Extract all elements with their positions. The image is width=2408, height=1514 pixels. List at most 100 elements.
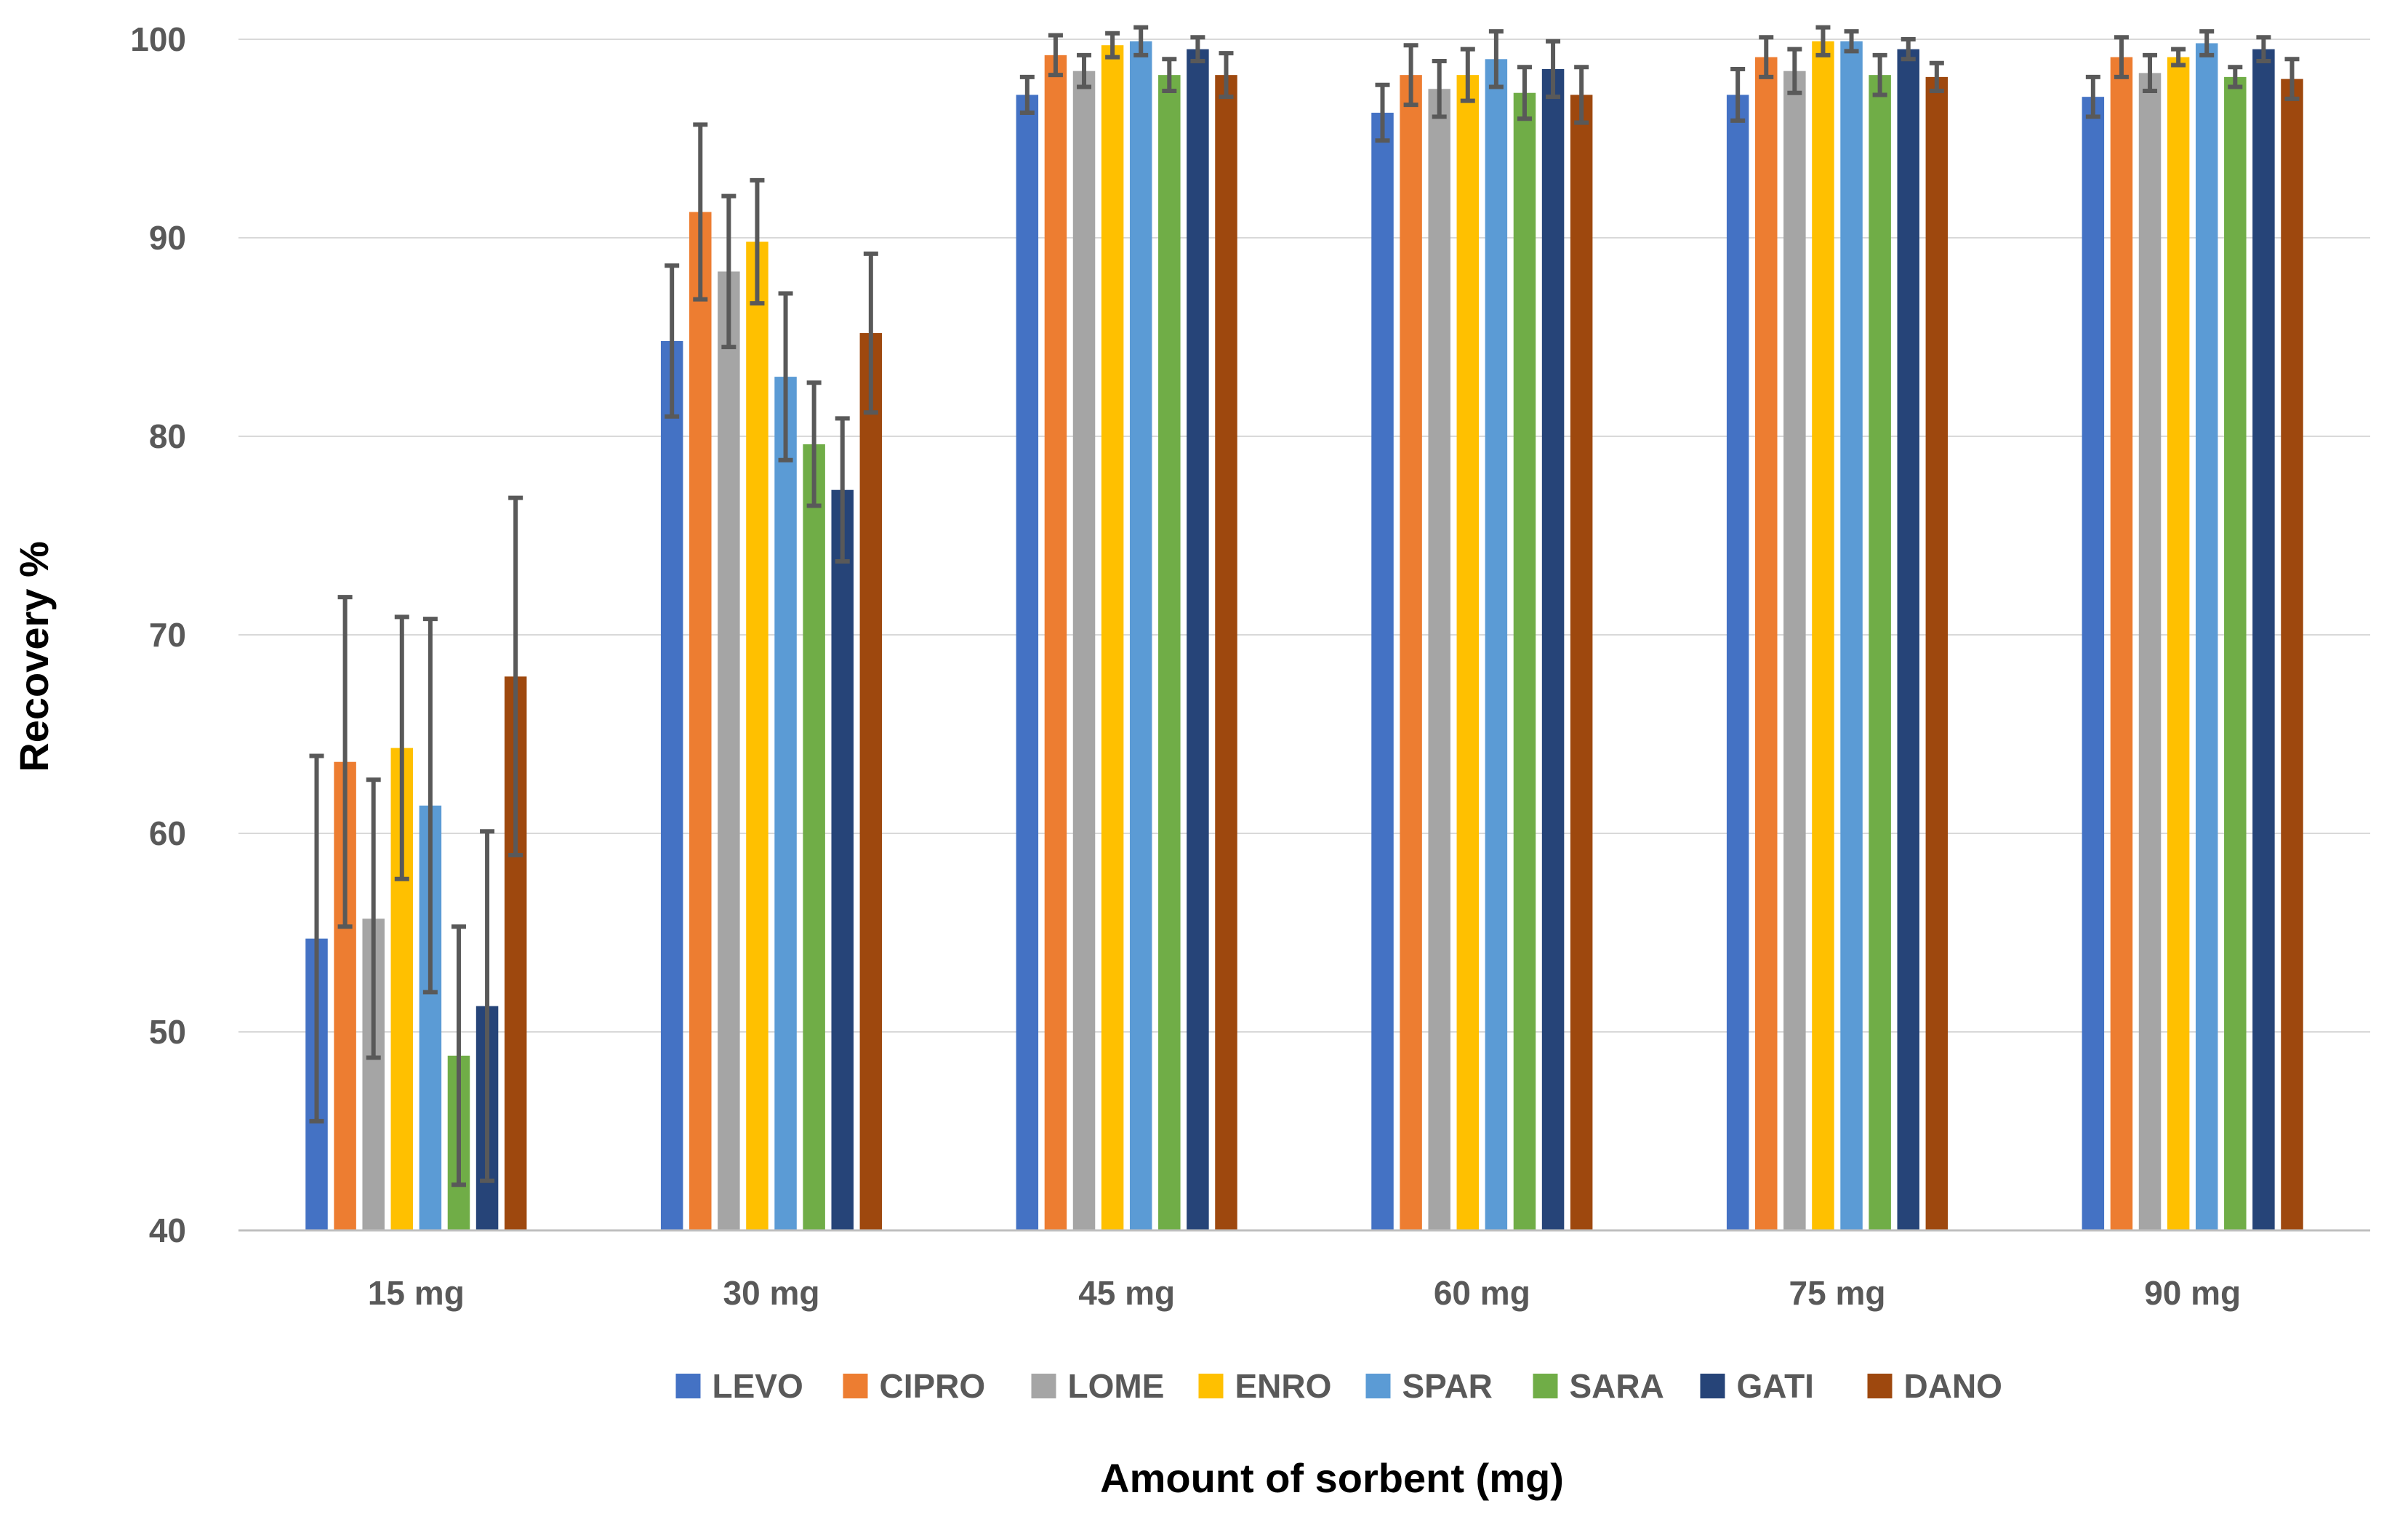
error-bar-cipro [337,595,353,929]
bar-gati [1541,68,1565,1231]
error-bar-enro [1105,31,1120,60]
x-tick-label: 30 mg [723,1274,820,1312]
legend: LEVO CIPRO LOME ENRO SPAR SARA GATI DANO [675,1367,2002,1405]
error-bar-spar [1844,29,1859,54]
error-bar-gati [1190,35,1205,64]
error-bar-dano [508,495,523,858]
error-bar-levo [1019,74,1035,116]
error-bars [309,25,2300,1187]
bar-dano [1215,75,1237,1230]
error-bar-lome [366,777,381,1060]
bar-cipro [689,212,712,1230]
error-bar-sara [806,380,822,508]
bar-dano [1925,76,1949,1231]
error-bar-enro [750,177,765,306]
error-bar-sara [451,924,466,1187]
y-tick-label: 60 [149,814,186,852]
bar-gati [2252,49,2275,1230]
y-tick-label: 80 [149,417,186,455]
bar-lome [1783,71,1806,1230]
error-bar-levo [1375,82,1390,143]
x-axis-title: Amount of sorbent (mg) [1100,1455,1564,1501]
legend-swatch [1031,1374,1056,1398]
error-bar-sara [2228,65,2243,89]
x-tick-label: 90 mg [2144,1274,2241,1312]
error-bar-levo [1730,66,1746,123]
error-bar-levo [665,263,680,419]
bar-enro [1101,45,1124,1231]
gridlines [238,39,2370,1033]
legend-label: GATI [1737,1367,1814,1405]
error-bar-enro [394,614,409,881]
bar-cipro [1755,57,1778,1231]
error-bar-spar [1488,29,1504,89]
error-bar-gati [1546,39,1561,100]
bar-spar [2195,43,2218,1231]
bar-enro [1812,41,1834,1231]
error-bar-levo [309,753,324,1124]
bar-levo [1726,95,1749,1231]
error-bar-lome [721,193,737,350]
y-tick-label: 40 [149,1211,186,1249]
bar-dano [1570,95,1593,1231]
legend-swatch [1867,1374,1893,1398]
legend-label: DANO [1904,1367,2002,1405]
bar-gati [1187,49,1209,1230]
bar-spar [1840,41,1863,1231]
y-tick-label: 50 [149,1013,186,1051]
error-bar-lome [1432,59,1447,119]
x-tick-label: 60 mg [1434,1274,1530,1312]
bar-cipro [2110,57,2133,1231]
error-bar-cipro [1048,33,1063,78]
x-tick-label: 15 mg [368,1274,465,1312]
error-bar-lome [1077,52,1092,89]
error-bar-dano [1219,51,1234,100]
error-bar-dano [863,251,878,415]
bar-sara [1513,92,1536,1231]
bar-levo [1016,95,1039,1231]
legend-item-levo: LEVO [675,1367,803,1405]
y-tick-label: 100 [130,20,186,58]
legend-item-dano: DANO [1867,1367,2002,1405]
legend-label: LEVO [713,1367,803,1405]
legend-item-enro: ENRO [1198,1367,1332,1405]
x-axis-ticks: 15 mg 30 mg 45 mg 60 mg 75 mg 90 mg [368,1274,2241,1312]
bar-gati [831,489,854,1230]
legend-item-sara: SARA [1533,1367,1664,1405]
error-bar-cipro [2114,35,2129,79]
bar-lome [1428,89,1450,1230]
error-bar-dano [1574,65,1589,125]
error-bar-spar [422,617,438,995]
error-bar-gati [1901,37,1916,62]
bar-levo [2082,97,2105,1230]
bar-enro [746,241,768,1231]
legend-item-gati: GATI [1700,1367,1814,1405]
legend-swatch [675,1374,701,1398]
error-bar-dano [2284,57,2300,101]
error-bar-cipro [693,122,708,302]
bar-dano [2281,79,2303,1231]
legend-swatch [1533,1374,1558,1398]
bar-levo [1371,113,1394,1230]
error-bar-sara [1517,65,1532,121]
bar-lome [1072,71,1096,1230]
error-bar-spar [778,291,793,462]
y-axis-ticks: 40 50 60 70 80 90 100 [130,20,186,1249]
y-axis-title: Recovery % [11,541,57,772]
bar-enro [1456,75,1480,1230]
legend-item-spar: SPAR [1365,1367,1493,1405]
error-bar-dano [1929,60,1944,93]
bar-sara [1869,75,1891,1230]
legend-swatch [1700,1374,1725,1398]
legend-swatch [1365,1374,1391,1398]
legend-label: ENRO [1235,1367,1332,1405]
error-bar-gati [835,416,850,564]
error-bar-cipro [1403,43,1418,108]
bar-lome [718,271,740,1230]
bar-sara [803,444,825,1231]
bar-sara [2224,76,2247,1231]
legend-swatch [1198,1374,1224,1398]
error-bar-enro [1815,25,1831,57]
